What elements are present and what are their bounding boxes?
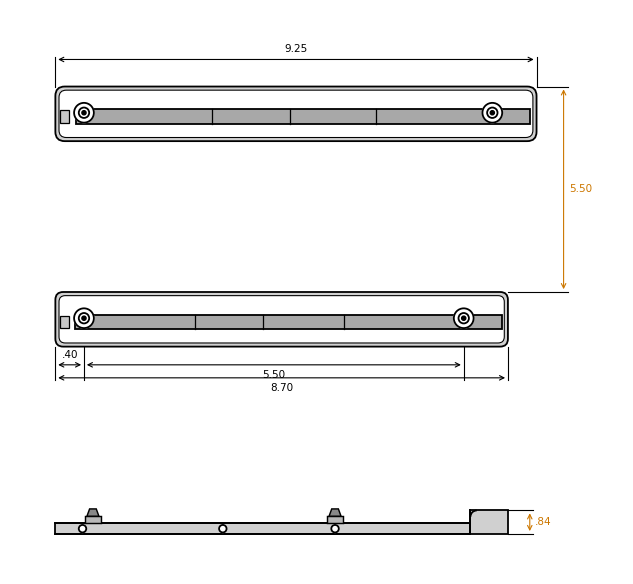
Circle shape <box>78 525 86 533</box>
Bar <box>76 109 530 124</box>
FancyBboxPatch shape <box>59 90 533 137</box>
Circle shape <box>82 316 86 320</box>
Circle shape <box>82 110 86 115</box>
Circle shape <box>331 525 339 533</box>
Bar <box>60 316 69 328</box>
FancyBboxPatch shape <box>55 86 537 141</box>
Text: .40: .40 <box>61 350 78 360</box>
Polygon shape <box>329 509 341 516</box>
Circle shape <box>219 525 227 533</box>
Circle shape <box>74 103 94 123</box>
Circle shape <box>482 103 502 123</box>
Bar <box>327 516 343 523</box>
Text: 9.25: 9.25 <box>284 44 308 54</box>
Bar <box>470 510 508 534</box>
Text: 5.50: 5.50 <box>569 185 592 194</box>
Bar <box>85 516 101 523</box>
Bar <box>75 315 502 329</box>
Bar <box>55 523 470 534</box>
Text: 8.70: 8.70 <box>270 383 293 393</box>
Circle shape <box>490 110 494 115</box>
Bar <box>60 110 69 123</box>
Circle shape <box>454 308 473 328</box>
Polygon shape <box>87 509 99 516</box>
FancyBboxPatch shape <box>59 296 505 343</box>
Text: .84: .84 <box>535 517 551 527</box>
Circle shape <box>461 316 466 320</box>
Circle shape <box>74 308 94 328</box>
Text: 5.50: 5.50 <box>262 370 285 380</box>
FancyBboxPatch shape <box>55 292 508 347</box>
